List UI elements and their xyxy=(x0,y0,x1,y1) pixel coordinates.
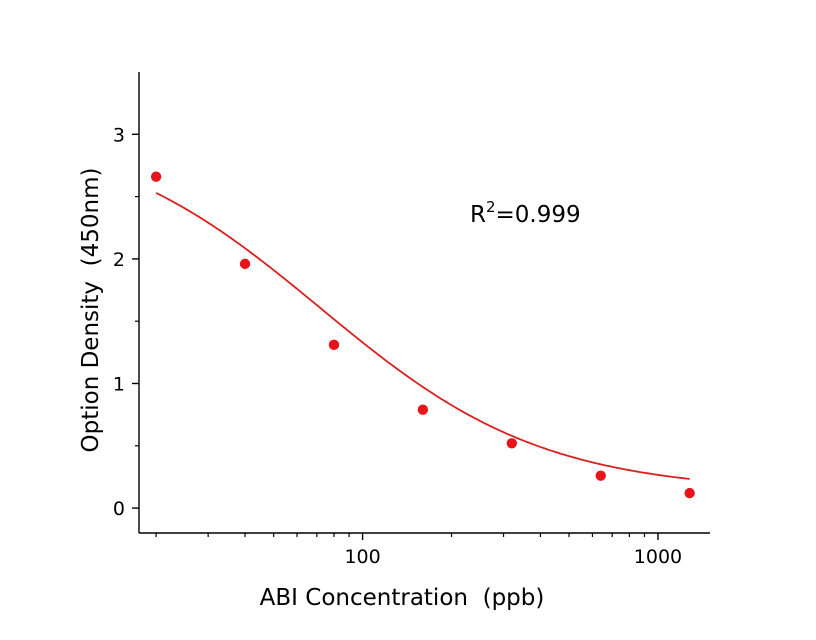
fit-curve xyxy=(155,192,690,480)
data-point xyxy=(595,470,606,481)
y-axis-title: Option Density (450nm) xyxy=(78,168,104,453)
r-squared-annotation: R2=0.999 xyxy=(470,198,581,228)
data-point xyxy=(328,339,340,351)
x-tick-label: 1000 xyxy=(634,546,682,568)
axes-layer: 0 1 2 3 100 1000 xyxy=(113,72,710,568)
fit-layer xyxy=(155,192,690,480)
points-layer xyxy=(150,171,695,499)
r-squared-value: =0.999 xyxy=(496,202,581,228)
y-tick-label: 1 xyxy=(113,373,125,395)
data-point xyxy=(684,487,695,499)
data-point xyxy=(417,404,429,415)
r-squared-superscript: 2 xyxy=(486,198,496,216)
data-point xyxy=(506,438,518,449)
y-tick-label: 0 xyxy=(113,498,125,520)
y-tick-label: 2 xyxy=(113,249,125,271)
y-tick-label: 3 xyxy=(113,124,125,146)
r-squared-base: R xyxy=(470,202,486,228)
data-point xyxy=(150,171,162,182)
data-point xyxy=(239,258,251,270)
x-tick-label: 100 xyxy=(344,546,380,568)
x-axis-title: ABI Concentration (ppb) xyxy=(260,585,545,611)
